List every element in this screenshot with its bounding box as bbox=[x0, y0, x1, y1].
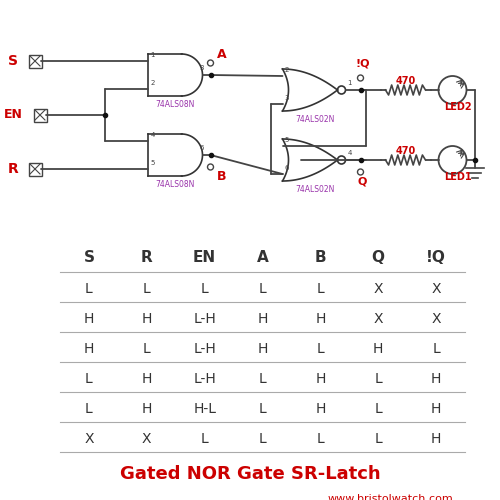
Text: 470: 470 bbox=[396, 146, 415, 156]
Text: X: X bbox=[84, 432, 94, 446]
Text: L: L bbox=[258, 432, 266, 446]
Text: 6: 6 bbox=[284, 165, 289, 171]
Text: H-L: H-L bbox=[193, 402, 216, 416]
Text: H: H bbox=[315, 402, 326, 416]
Text: L: L bbox=[316, 342, 324, 356]
Text: X: X bbox=[374, 282, 383, 296]
Text: L: L bbox=[85, 282, 93, 296]
Text: 1: 1 bbox=[348, 80, 352, 86]
Text: B: B bbox=[216, 170, 226, 183]
Text: L: L bbox=[201, 282, 208, 296]
Text: !Q: !Q bbox=[426, 250, 446, 264]
Text: 1: 1 bbox=[150, 52, 155, 58]
Text: Q: Q bbox=[358, 176, 367, 186]
Text: 470: 470 bbox=[396, 76, 415, 86]
Text: 5: 5 bbox=[284, 137, 289, 143]
Text: X: X bbox=[142, 432, 152, 446]
Text: www.bristolwatch.com: www.bristolwatch.com bbox=[327, 494, 453, 500]
Text: H: H bbox=[431, 372, 442, 386]
Bar bbox=[34, 108, 46, 122]
Text: L-H: L-H bbox=[194, 372, 216, 386]
Text: L: L bbox=[432, 342, 440, 356]
Text: !Q: !Q bbox=[356, 58, 370, 68]
Text: S: S bbox=[8, 54, 18, 68]
Text: R: R bbox=[8, 162, 18, 176]
Text: H: H bbox=[142, 312, 152, 326]
Text: 74ALS08N: 74ALS08N bbox=[156, 100, 194, 109]
Text: X: X bbox=[374, 312, 383, 326]
Text: 3: 3 bbox=[284, 95, 289, 101]
Text: L: L bbox=[374, 402, 382, 416]
Text: 4: 4 bbox=[150, 132, 155, 138]
Text: 74ALS02N: 74ALS02N bbox=[296, 115, 335, 124]
Text: H: H bbox=[258, 312, 268, 326]
Text: L: L bbox=[258, 372, 266, 386]
Bar bbox=[28, 162, 42, 175]
Text: 6: 6 bbox=[200, 145, 204, 151]
Text: Q: Q bbox=[372, 250, 384, 264]
Text: H: H bbox=[142, 372, 152, 386]
Text: H: H bbox=[315, 372, 326, 386]
Text: L: L bbox=[201, 432, 208, 446]
Text: X: X bbox=[432, 282, 441, 296]
Text: A: A bbox=[256, 250, 268, 264]
Text: H: H bbox=[142, 402, 152, 416]
Text: L: L bbox=[374, 432, 382, 446]
Text: L: L bbox=[143, 282, 150, 296]
Text: S: S bbox=[84, 250, 94, 264]
Text: LED1: LED1 bbox=[444, 172, 471, 182]
Text: H: H bbox=[373, 342, 384, 356]
Text: H: H bbox=[315, 312, 326, 326]
Text: EN: EN bbox=[193, 250, 216, 264]
Text: L: L bbox=[316, 282, 324, 296]
Text: EN: EN bbox=[4, 108, 22, 122]
Text: 5: 5 bbox=[150, 160, 155, 166]
Text: B: B bbox=[314, 250, 326, 264]
Text: L: L bbox=[85, 402, 93, 416]
Text: R: R bbox=[141, 250, 152, 264]
Bar bbox=[28, 54, 42, 68]
Text: L: L bbox=[374, 372, 382, 386]
Text: L: L bbox=[316, 432, 324, 446]
Text: L: L bbox=[258, 402, 266, 416]
Text: 4: 4 bbox=[348, 150, 352, 156]
Text: 3: 3 bbox=[200, 65, 204, 71]
Text: 2: 2 bbox=[284, 67, 289, 73]
Text: H: H bbox=[258, 342, 268, 356]
Text: H: H bbox=[431, 432, 442, 446]
Text: 74ALS02N: 74ALS02N bbox=[296, 185, 335, 194]
Text: H: H bbox=[84, 342, 94, 356]
Text: 2: 2 bbox=[150, 80, 155, 86]
Text: 74ALS08N: 74ALS08N bbox=[156, 180, 194, 189]
Text: X: X bbox=[432, 312, 441, 326]
Text: L-H: L-H bbox=[194, 342, 216, 356]
Text: H: H bbox=[84, 312, 94, 326]
Text: L: L bbox=[85, 372, 93, 386]
Text: L: L bbox=[258, 282, 266, 296]
Text: LED2: LED2 bbox=[444, 102, 471, 112]
Text: A: A bbox=[216, 48, 226, 62]
Text: L-H: L-H bbox=[194, 312, 216, 326]
Text: L: L bbox=[143, 342, 150, 356]
Text: Gated NOR Gate SR-Latch: Gated NOR Gate SR-Latch bbox=[120, 465, 380, 483]
Text: H: H bbox=[431, 402, 442, 416]
